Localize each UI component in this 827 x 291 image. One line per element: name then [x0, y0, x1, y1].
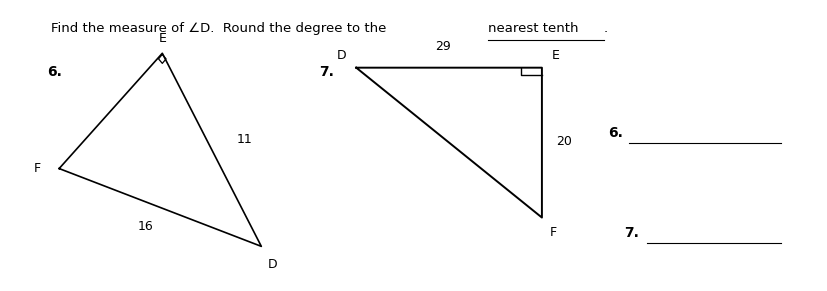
- Text: 6.: 6.: [607, 125, 622, 139]
- Text: D: D: [268, 258, 277, 271]
- Text: 7.: 7.: [318, 65, 333, 79]
- Text: 11: 11: [237, 133, 252, 146]
- Text: .: .: [604, 22, 607, 35]
- Text: Find the measure of ∠D.  Round the degree to the: Find the measure of ∠D. Round the degree…: [50, 22, 390, 35]
- Text: F: F: [549, 226, 557, 239]
- Text: E: E: [158, 32, 166, 45]
- Text: F: F: [34, 162, 41, 175]
- Text: 29: 29: [434, 40, 450, 53]
- Text: nearest tenth: nearest tenth: [487, 22, 577, 35]
- Text: E: E: [551, 49, 559, 62]
- Text: D: D: [337, 49, 346, 62]
- Text: 6.: 6.: [46, 65, 61, 79]
- Text: 16: 16: [138, 221, 154, 233]
- Text: 7.: 7.: [624, 226, 638, 240]
- Text: 20: 20: [555, 135, 571, 148]
